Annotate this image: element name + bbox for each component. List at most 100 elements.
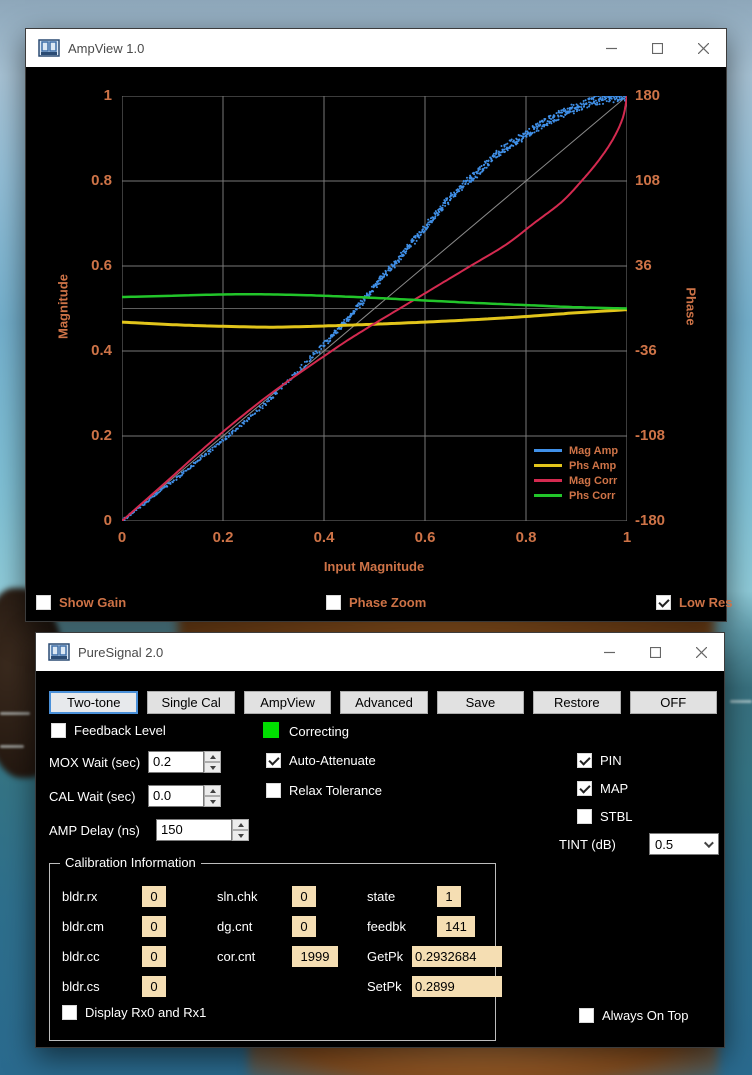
window-title: AmpView 1.0 [68,40,145,56]
show-gain-label[interactable]: Show Gain [59,595,127,610]
amp-delay-stepper[interactable] [232,819,249,841]
cal-wait-field[interactable]: 0.0 [148,785,204,807]
auto-attenuate-label[interactable]: Auto-Attenuate [289,753,376,768]
maximize-icon[interactable] [632,633,678,671]
chevron-down-icon [703,837,714,848]
minimize-icon[interactable] [588,29,634,67]
always-on-top-checkbox[interactable] [579,1008,594,1023]
sln-chk-label: sln.chk [217,889,258,904]
app-icon [48,643,70,661]
puresignal-body: Two-tone Single Cal AmpView Advanced Sav… [36,671,724,1047]
stbl-label[interactable]: STBL [600,809,633,824]
always-on-top-label[interactable]: Always On Top [602,1008,689,1023]
stepper-down-icon[interactable] [232,830,249,841]
stbl-checkbox[interactable] [577,809,592,824]
auto-attenuate-checkbox[interactable] [266,753,281,768]
low-res-label[interactable]: Low Res [679,595,733,610]
map-label[interactable]: MAP [600,781,629,796]
xtick: 0 [117,529,127,546]
legend-label: Mag Corr [569,474,618,487]
bldr-rx-label: bldr.rx [62,889,98,904]
stepper-down-icon[interactable] [204,796,221,807]
background-wave [730,700,752,703]
dg-cnt-label: dg.cnt [217,919,253,934]
off-button[interactable]: OFF [629,691,717,714]
relax-tolerance-label[interactable]: Relax Tolerance [289,783,382,798]
ytick-left: 0.8 [91,172,112,189]
stepper-up-icon[interactable] [204,751,221,762]
toolbar: Two-tone Single Cal AmpView Advanced Sav… [49,691,717,714]
window-title: PureSignal 2.0 [78,644,164,660]
cor-cnt-label: cor.cnt [217,949,256,964]
close-icon[interactable] [680,29,726,67]
correcting-label: Correcting [289,724,349,739]
chart-plot: Mag Amp Phs Amp Mag Corr Phs Corr [122,96,627,521]
xtick: 1 [622,529,632,546]
legend-swatch-mag-corr [534,479,562,482]
bldr-cc-value: 0 [142,946,166,967]
dg-cnt-value: 0 [292,916,316,937]
stepper-up-icon[interactable] [232,819,249,830]
maximize-icon[interactable] [634,29,680,67]
ytick-right: 36 [635,257,652,274]
stepper-up-icon[interactable] [204,785,221,796]
window-controls [588,29,726,67]
restore-button[interactable]: Restore [533,691,621,714]
ytick-right: -180 [635,512,666,529]
pin-label[interactable]: PIN [600,753,622,768]
calibration-groupbox: Calibration Information bldr.rx 0 bldr.c… [49,855,502,1041]
ampview-titlebar[interactable]: AmpView 1.0 [26,29,726,67]
relax-tolerance-row: Relax Tolerance [266,783,382,798]
pin-checkbox[interactable] [577,753,592,768]
feedback-level-label[interactable]: Feedback Level [74,723,166,738]
puresignal-titlebar[interactable]: PureSignal 2.0 [36,633,724,671]
low-res-checkbox[interactable] [656,595,671,610]
ampview-window: AmpView 1.0 1 0.8 0.6 0.4 0.2 0 180 108 … [25,28,732,622]
auto-attenuate-row: Auto-Attenuate [266,753,376,768]
feedbk-value: 141 [437,916,475,937]
legend-item: Mag Corr [534,473,626,488]
phase-zoom-checkbox[interactable] [326,595,341,610]
sln-chk-value: 0 [292,886,316,907]
close-icon[interactable] [678,633,724,671]
two-tone-button[interactable]: Two-tone [49,691,139,714]
ytick-left: 1 [103,87,112,104]
ytick-right: -36 [635,342,657,359]
relax-tolerance-checkbox[interactable] [266,783,281,798]
tint-label: TINT (dB) [559,837,616,852]
bldr-cm-value: 0 [142,916,166,937]
map-checkbox[interactable] [577,781,592,796]
tint-dropdown[interactable]: 0.5 [649,833,719,855]
display-rx-label[interactable]: Display Rx0 and Rx1 [85,1005,207,1020]
advanced-button[interactable]: Advanced [340,691,428,714]
xtick: 0.2 [212,529,234,546]
single-cal-button[interactable]: Single Cal [147,691,235,714]
ytick-left: 0.2 [91,427,112,444]
window-controls [586,633,724,671]
setpk-value: 0.2899 [412,976,502,997]
ytick-left: 0 [103,512,112,529]
xtick: 0.4 [313,529,335,546]
cal-wait-label: CAL Wait (sec) [49,789,136,804]
legend-swatch-phs-amp [534,464,562,467]
puresignal-window: PureSignal 2.0 Two-tone Single Cal AmpVi… [35,632,725,1048]
always-on-top-row: Always On Top [579,1008,688,1023]
mox-wait-stepper[interactable] [204,751,221,773]
ytick-right: -108 [635,427,666,444]
stepper-down-icon[interactable] [204,762,221,773]
cal-wait-stepper[interactable] [204,785,221,807]
ampview-button[interactable]: AmpView [243,691,332,714]
display-rx-checkbox[interactable] [62,1005,77,1020]
show-gain-checkbox[interactable] [36,595,51,610]
mox-wait-field[interactable]: 0.2 [148,751,204,773]
x-axis-title: Input Magnitude [323,559,425,574]
amp-delay-field[interactable]: 150 [156,819,232,841]
save-button[interactable]: Save [436,691,525,714]
minimize-icon[interactable] [586,633,632,671]
feedback-level-checkbox[interactable] [51,723,66,738]
bldr-rx-value: 0 [142,886,166,907]
state-value: 1 [437,886,461,907]
phase-zoom-label[interactable]: Phase Zoom [349,595,427,610]
legend-item: Mag Amp [534,443,626,458]
